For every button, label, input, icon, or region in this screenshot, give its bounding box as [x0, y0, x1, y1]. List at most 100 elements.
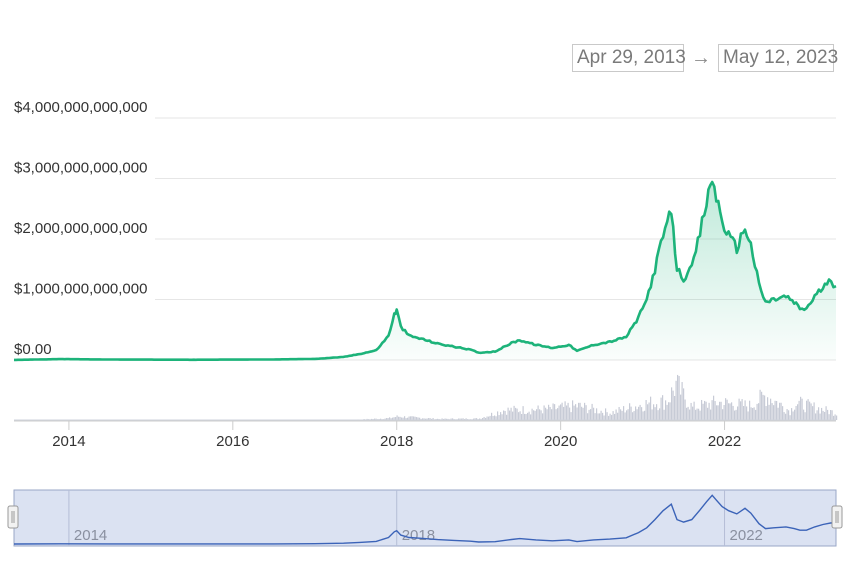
volume-bar — [615, 409, 617, 420]
volume-bar — [540, 410, 542, 420]
volume-bar — [386, 418, 388, 420]
volume-bar — [789, 415, 791, 420]
range-start-input[interactable]: Apr 29, 2013 — [572, 44, 686, 72]
volume-bar — [521, 413, 523, 420]
y-tick-label: $0.00 — [14, 341, 52, 358]
volume-bar — [539, 409, 541, 420]
volume-bar — [816, 410, 818, 420]
volume-bar — [834, 414, 836, 420]
volume-bar — [686, 407, 688, 420]
volume-bar — [662, 395, 664, 420]
volume-bar — [702, 403, 704, 420]
volume-bar — [822, 410, 824, 420]
volume-bar — [579, 402, 581, 420]
volume-bar — [432, 418, 434, 420]
navigator-handle-left[interactable] — [7, 505, 19, 529]
volume-bar — [576, 407, 578, 420]
volume-bar — [593, 407, 595, 420]
volume-bar — [762, 394, 764, 420]
volume-bar — [548, 404, 550, 420]
volume-bar — [575, 404, 577, 420]
volume-bar — [743, 406, 745, 420]
volume-bar — [794, 409, 796, 420]
volume-bar — [594, 413, 596, 420]
volume-bar — [611, 414, 613, 420]
volume-bar — [618, 406, 620, 420]
volume-bar — [656, 404, 658, 420]
volume-bar — [404, 416, 406, 420]
volume-bar — [516, 408, 518, 420]
volume-bar — [819, 413, 821, 420]
volume-bar — [429, 418, 431, 420]
volume-bar — [392, 417, 394, 420]
x-axis: 2014 2016 2018 2020 2022 — [14, 420, 836, 450]
volume-bar — [608, 415, 610, 420]
price-series-line — [14, 180, 837, 362]
navigator-label: 2014 — [74, 527, 107, 544]
volume-bar — [693, 401, 695, 420]
volume-bar — [810, 403, 812, 420]
volume-bar — [785, 413, 787, 420]
volume-bar — [630, 406, 632, 420]
volume-bar — [786, 409, 788, 420]
volume-bar — [444, 418, 446, 420]
x-tick-label: 2020 — [544, 433, 577, 450]
volume-bar — [831, 410, 833, 420]
volume-bar — [674, 395, 676, 420]
x-tick-label: 2016 — [216, 433, 249, 450]
volume-bar — [597, 413, 599, 420]
volume-bar — [498, 415, 500, 420]
volume-bar — [747, 411, 749, 420]
volume-bar — [623, 406, 625, 420]
volume-bar — [753, 407, 755, 420]
volume-bar — [494, 415, 496, 420]
volume-bar — [401, 417, 403, 420]
y-axis: $0.00 $1,000,000,000,000 $2,000,000,000,00… — [14, 99, 147, 358]
volume-bar — [633, 410, 635, 420]
volume-bar — [413, 416, 415, 420]
range-navigator[interactable]: 2014 2018 2022 — [7, 489, 843, 547]
volume-bar — [588, 409, 590, 420]
volume-bar — [419, 417, 421, 420]
range-end-input[interactable]: May 12, 2023 — [718, 44, 838, 72]
volume-bar — [563, 406, 565, 420]
volume-bar — [717, 405, 719, 420]
volume-bar — [632, 412, 634, 420]
volume-bar — [768, 404, 770, 420]
volume-bar — [614, 413, 616, 420]
volume-bar — [423, 418, 425, 420]
volume-bar — [525, 414, 527, 420]
volume-bar — [689, 409, 691, 420]
x-tick-label: 2018 — [380, 433, 413, 450]
y-tick-label: $3,000,000,000,000 — [14, 160, 147, 177]
volume-bar — [821, 407, 823, 420]
volume-bar — [824, 411, 826, 420]
volume-bar — [783, 412, 785, 420]
volume-bar — [534, 410, 536, 420]
volume-bar — [813, 402, 815, 420]
volume-bar — [792, 411, 794, 420]
volume-bar — [585, 405, 587, 420]
volume-bar — [569, 407, 571, 420]
volume-bar — [395, 417, 397, 420]
volume-bar — [750, 407, 752, 420]
volume-bar — [497, 411, 499, 420]
volume-bar — [612, 411, 614, 420]
volume-bar — [459, 418, 461, 420]
navigator-handle-right[interactable] — [831, 505, 843, 529]
volume-bar — [407, 417, 409, 420]
navigator-label: 2022 — [730, 527, 763, 544]
volume-bar — [773, 405, 775, 420]
volume-bar — [651, 409, 653, 420]
volume-bar — [714, 401, 716, 420]
volume-bar — [638, 406, 640, 420]
volume-bar — [657, 410, 659, 420]
volume-bar — [560, 404, 562, 420]
volume-bar — [738, 398, 740, 420]
volume-bar — [500, 412, 502, 420]
volume-bar — [416, 417, 418, 420]
volume-bar — [672, 390, 674, 420]
volume-bar — [726, 399, 728, 420]
volume-bar — [411, 416, 413, 420]
